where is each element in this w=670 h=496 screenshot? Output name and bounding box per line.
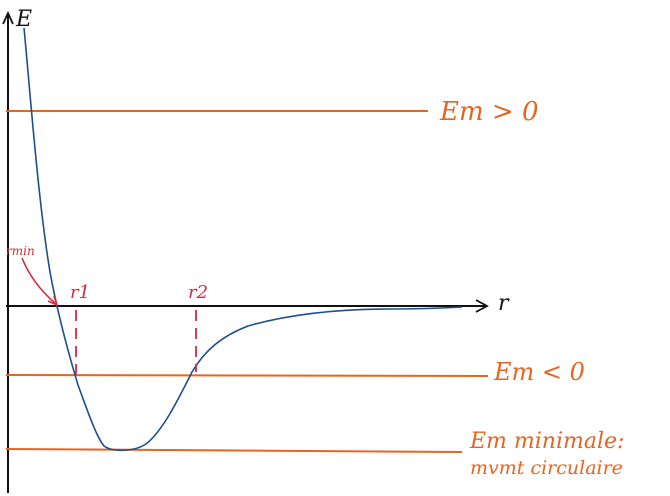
level-label-minimal-line2: mvmt circulaire (470, 457, 623, 479)
rmin-label: rmin (6, 244, 35, 258)
level-label-negative: Em < 0 (493, 358, 585, 386)
r2-label: r2 (188, 282, 208, 303)
level-line-minimal (5, 448, 463, 453)
level-label-positive: Em > 0 (439, 97, 539, 127)
level-label-minimal-line1: Em minimale: (469, 429, 624, 454)
y-axis-label: E (15, 7, 32, 32)
r1-label: r1 (70, 282, 90, 303)
potential-energy-curve (23, 27, 463, 452)
rmin-arrow (21, 257, 59, 307)
level-line-negative (5, 374, 489, 377)
x-axis (6, 299, 489, 313)
x-axis-label: r (498, 291, 510, 316)
y-axis (2, 10, 14, 493)
